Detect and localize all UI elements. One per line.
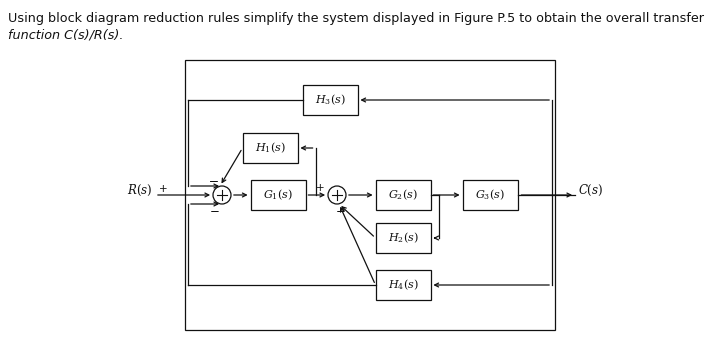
Text: $H_1(s)$: $H_1(s)$ [255, 141, 285, 155]
Text: $R(s)$: $R(s)$ [127, 183, 152, 198]
Bar [462, 180, 518, 210]
Text: +: + [315, 183, 324, 193]
Text: $G_2(s)$: $G_2(s)$ [388, 188, 418, 202]
Bar [243, 133, 297, 163]
Text: −: − [336, 205, 346, 217]
Bar [251, 180, 305, 210]
Text: −: − [209, 175, 219, 187]
Text: $H_3(s)$: $H_3(s)$ [315, 93, 346, 107]
Bar [376, 270, 431, 300]
Circle shape [213, 186, 231, 204]
Text: −: − [210, 205, 220, 217]
Text: function C(s)/R(s).: function C(s)/R(s). [8, 28, 123, 41]
Text: $G_1(s)$: $G_1(s)$ [263, 188, 293, 202]
Text: Using block diagram reduction rules simplify the system displayed in Figure P.5 : Using block diagram reduction rules simp… [8, 12, 704, 25]
Bar [376, 223, 431, 253]
Bar [302, 85, 358, 115]
Text: $G_3(s)$: $G_3(s)$ [475, 188, 505, 202]
Bar [376, 180, 431, 210]
Text: −: − [209, 175, 219, 187]
Text: $H_2(s)$: $H_2(s)$ [387, 231, 418, 245]
Text: $H_4(s)$: $H_4(s)$ [387, 278, 418, 292]
Circle shape [328, 186, 346, 204]
Text: $C(s)$: $C(s)$ [578, 183, 603, 198]
Text: +: + [158, 184, 167, 194]
Bar [185, 60, 555, 330]
